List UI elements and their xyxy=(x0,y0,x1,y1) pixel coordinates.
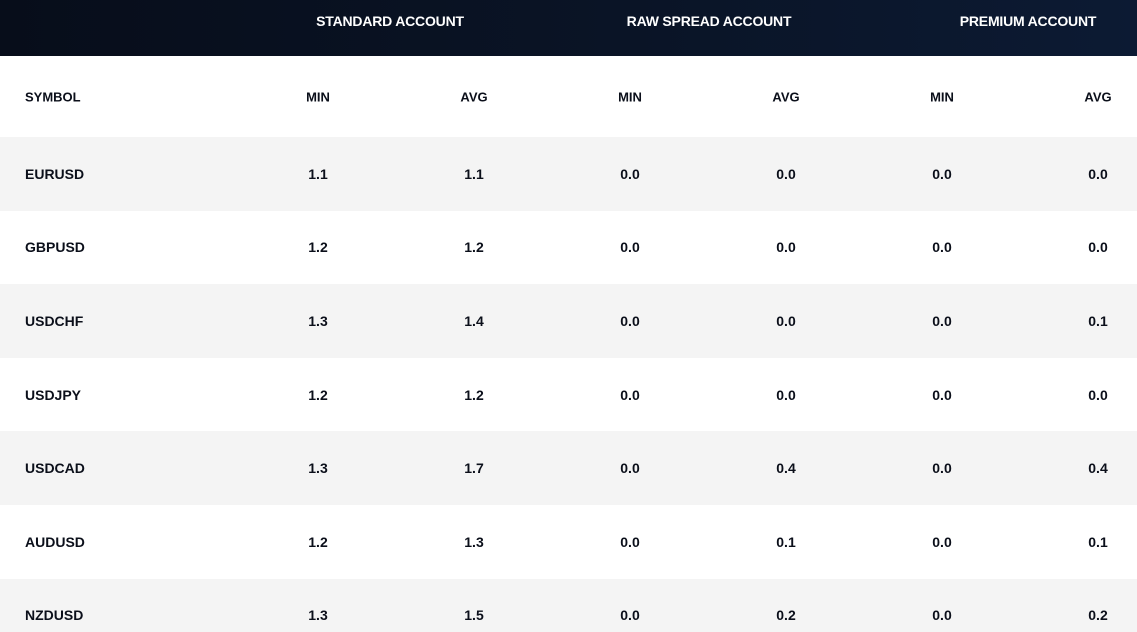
raw-spread-min-cell: 0.0 xyxy=(620,312,640,329)
raw-spread-min-cell: 0.0 xyxy=(620,533,640,550)
symbol-cell: AUDUSD xyxy=(25,533,85,550)
premium-min-cell: 0.0 xyxy=(932,460,952,477)
raw-spread-avg-header: AVG xyxy=(772,89,800,104)
standard-avg-cell: 1.1 xyxy=(464,165,484,182)
table-row: AUDUSD 1.2 1.3 0.0 0.1 0.0 0.1 xyxy=(0,505,1137,579)
premium-min-cell: 0.0 xyxy=(932,533,952,550)
table-row: USDCHF 1.3 1.4 0.0 0.0 0.0 0.1 xyxy=(0,284,1137,358)
raw-spread-min-cell: 0.0 xyxy=(620,239,640,256)
raw-spread-avg-cell: 0.0 xyxy=(776,386,796,403)
premium-min-cell: 0.0 xyxy=(932,239,952,256)
raw-spread-account-heading: RAW SPREAD ACCOUNT xyxy=(626,13,792,29)
premium-account-heading: PREMIUM ACCOUNT xyxy=(959,13,1097,29)
symbol-cell: USDCAD xyxy=(25,460,85,477)
premium-min-cell: 0.0 xyxy=(932,165,952,182)
standard-avg-cell: 1.3 xyxy=(464,533,484,550)
standard-min-header: MIN xyxy=(306,89,330,104)
standard-avg-cell: 1.2 xyxy=(464,386,484,403)
standard-min-cell: 1.2 xyxy=(308,239,328,256)
standard-avg-cell: 1.7 xyxy=(464,460,484,477)
standard-min-cell: 1.3 xyxy=(308,460,328,477)
raw-spread-min-header: MIN xyxy=(618,89,642,104)
table-row: USDCAD 1.3 1.7 0.0 0.4 0.0 0.4 xyxy=(0,431,1137,505)
standard-min-cell: 1.2 xyxy=(308,386,328,403)
table-row: GBPUSD 1.2 1.2 0.0 0.0 0.0 0.0 xyxy=(0,210,1137,285)
table-row: EURUSD 1.1 1.1 0.0 0.0 0.0 0.0 xyxy=(0,137,1137,211)
premium-avg-cell: 0.1 xyxy=(1088,312,1108,329)
raw-spread-min-cell: 0.0 xyxy=(620,386,640,403)
raw-spread-avg-cell: 0.1 xyxy=(776,533,796,550)
account-group-header: STANDARD ACCOUNT RAW SPREAD ACCOUNT PREM… xyxy=(0,0,1137,56)
premium-avg-cell: 0.1 xyxy=(1088,533,1108,550)
raw-spread-avg-cell: 0.0 xyxy=(776,239,796,256)
premium-avg-cell: 0.0 xyxy=(1088,386,1108,403)
symbol-cell: USDCHF xyxy=(25,312,84,329)
raw-spread-avg-cell: 0.0 xyxy=(776,165,796,182)
symbol-cell: USDJPY xyxy=(25,386,82,403)
standard-account-heading: STANDARD ACCOUNT xyxy=(316,13,464,29)
premium-min-cell: 0.0 xyxy=(932,386,952,403)
raw-spread-min-cell: 0.0 xyxy=(620,460,640,477)
raw-spread-min-cell: 0.0 xyxy=(620,607,640,624)
raw-spread-avg-cell: 0.2 xyxy=(776,607,796,624)
standard-min-cell: 1.1 xyxy=(308,165,328,182)
column-header-row: SYMBOL MIN AVG MIN AVG MIN AVG xyxy=(0,56,1137,137)
raw-spread-avg-cell: 0.4 xyxy=(776,460,796,477)
symbol-column-header: SYMBOL xyxy=(25,89,81,104)
premium-avg-cell: 0.4 xyxy=(1088,460,1108,477)
standard-avg-header: AVG xyxy=(460,89,488,104)
premium-avg-cell: 0.2 xyxy=(1088,607,1108,624)
table-row: USDJPY 1.2 1.2 0.0 0.0 0.0 0.0 xyxy=(0,357,1137,432)
premium-avg-cell: 0.0 xyxy=(1088,239,1108,256)
table-row: NZDUSD 1.3 1.5 0.0 0.2 0.0 0.2 xyxy=(0,578,1137,632)
standard-avg-cell: 1.4 xyxy=(464,312,484,329)
premium-avg-cell: 0.0 xyxy=(1088,165,1108,182)
premium-avg-header: AVG xyxy=(1084,89,1112,104)
symbol-cell: GBPUSD xyxy=(25,239,85,256)
symbol-cell: EURUSD xyxy=(25,165,85,182)
raw-spread-avg-cell: 0.0 xyxy=(776,312,796,329)
standard-min-cell: 1.3 xyxy=(308,607,328,624)
premium-min-header: MIN xyxy=(930,89,954,104)
premium-min-cell: 0.0 xyxy=(932,312,952,329)
standard-avg-cell: 1.5 xyxy=(464,607,484,624)
standard-avg-cell: 1.2 xyxy=(464,239,484,256)
raw-spread-min-cell: 0.0 xyxy=(620,165,640,182)
standard-min-cell: 1.3 xyxy=(308,312,328,329)
standard-min-cell: 1.2 xyxy=(308,533,328,550)
symbol-cell: NZDUSD xyxy=(25,607,84,624)
premium-min-cell: 0.0 xyxy=(932,607,952,624)
